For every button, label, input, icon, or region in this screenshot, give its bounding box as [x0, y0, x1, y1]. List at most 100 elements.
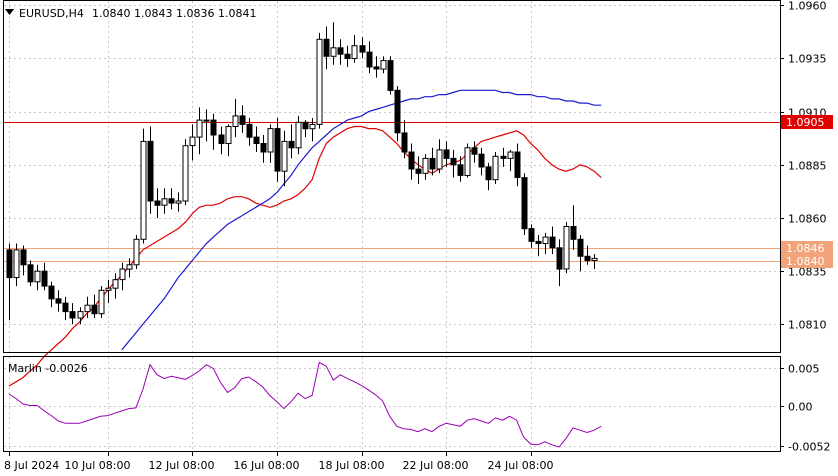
- indicator-tick-label: 0.005: [788, 363, 820, 376]
- candle: [521, 173, 528, 235]
- candle: [549, 226, 556, 255]
- candle: [91, 294, 98, 318]
- candle: [577, 235, 584, 272]
- candle-body: [521, 177, 528, 230]
- candle-body: [91, 304, 98, 315]
- candle: [232, 98, 239, 138]
- candle: [422, 154, 429, 180]
- candle: [408, 143, 415, 180]
- candle-body: [535, 240, 542, 244]
- candle: [563, 222, 570, 274]
- candle: [542, 232, 549, 255]
- candle-body: [584, 255, 591, 262]
- price-tick-label: 1.0935: [788, 53, 827, 66]
- candle-body: [492, 155, 499, 181]
- candle: [41, 262, 48, 291]
- candle-body: [126, 264, 133, 270]
- indicator-tick-label: -0.0052: [788, 441, 830, 454]
- price-tick-label: 1.0885: [788, 160, 827, 173]
- candle-body: [443, 149, 450, 159]
- candle-body: [161, 198, 168, 206]
- time-tick-label: 16 Jul 08:00: [234, 459, 300, 472]
- candle-body: [210, 119, 217, 136]
- symbol-header: EURUSD,H4 1.0840 1.0843 1.0836 1.0841: [5, 7, 256, 20]
- candle: [471, 141, 478, 163]
- candle: [218, 126, 225, 155]
- horizontal-levels: [4, 122, 780, 262]
- candle-body: [105, 287, 112, 291]
- candle-body: [288, 140, 295, 149]
- candle-body: [302, 121, 309, 130]
- candle-body: [387, 60, 394, 91]
- candle-body: [69, 311, 76, 319]
- candle-body: [239, 115, 246, 125]
- candle: [387, 56, 394, 95]
- candle: [500, 147, 507, 167]
- candle-body: [323, 38, 330, 57]
- candle-body: [48, 285, 55, 300]
- candle-body: [20, 249, 27, 266]
- candle-body: [168, 198, 175, 204]
- candle: [48, 281, 55, 308]
- candle: [196, 107, 203, 155]
- candle: [55, 290, 62, 312]
- moving-average-line: [121, 89, 602, 351]
- candle: [366, 41, 373, 74]
- indicator-pane[interactable]: [3, 356, 781, 452]
- candle: [528, 224, 535, 248]
- price-pane[interactable]: [3, 0, 781, 353]
- candle-body: [366, 51, 373, 68]
- candle: [210, 113, 217, 150]
- level-price-tag: [781, 254, 833, 268]
- candle-body: [408, 151, 415, 170]
- candle: [34, 264, 41, 291]
- candle-body: [373, 66, 380, 70]
- candle-body: [147, 140, 154, 202]
- candle-body: [27, 264, 34, 283]
- price-tick-label: 1.0960: [788, 0, 827, 13]
- candle: [239, 105, 246, 133]
- candle-body: [225, 126, 232, 144]
- indicator-tick-label: 0.00: [788, 401, 813, 414]
- candle-body: [577, 238, 584, 257]
- candle-body: [415, 168, 422, 174]
- candle-body: [457, 164, 464, 176]
- candle: [584, 245, 591, 265]
- candle-body: [41, 270, 48, 287]
- candle: [253, 126, 260, 152]
- candle: [77, 307, 84, 325]
- candle: [309, 118, 316, 142]
- candle: [570, 205, 577, 250]
- candle: [288, 124, 295, 159]
- candle: [6, 243, 13, 321]
- candle-body: [175, 200, 182, 204]
- symbol-label: EURUSD,H4: [19, 7, 84, 20]
- indicator-axis: 0.005 0.00 -0.0052: [780, 363, 830, 454]
- candle-body: [542, 236, 549, 245]
- candle-body: [429, 157, 436, 170]
- candle: [344, 45, 351, 67]
- candle: [274, 118, 281, 182]
- candle: [394, 86, 401, 142]
- candle-body: [359, 45, 366, 53]
- candle: [84, 296, 91, 318]
- candle: [105, 279, 112, 304]
- candle: [126, 258, 133, 278]
- dropdown-triangle-icon[interactable]: [5, 9, 14, 15]
- time-tick-label: 22 Jul 08:00: [403, 459, 469, 472]
- candle-body: [507, 151, 514, 159]
- candle: [182, 139, 189, 206]
- candle: [20, 245, 27, 276]
- candle-body: [267, 128, 274, 153]
- candle-body: [196, 119, 203, 138]
- candle-body: [351, 45, 358, 60]
- candle: [556, 239, 563, 287]
- candle: [401, 120, 408, 159]
- candle-body: [563, 226, 570, 270]
- candle-body: [500, 155, 507, 159]
- candle-body: [203, 119, 210, 122]
- candle-body: [6, 249, 13, 279]
- candle: [457, 156, 464, 182]
- candle-body: [394, 89, 401, 134]
- candle: [69, 303, 76, 325]
